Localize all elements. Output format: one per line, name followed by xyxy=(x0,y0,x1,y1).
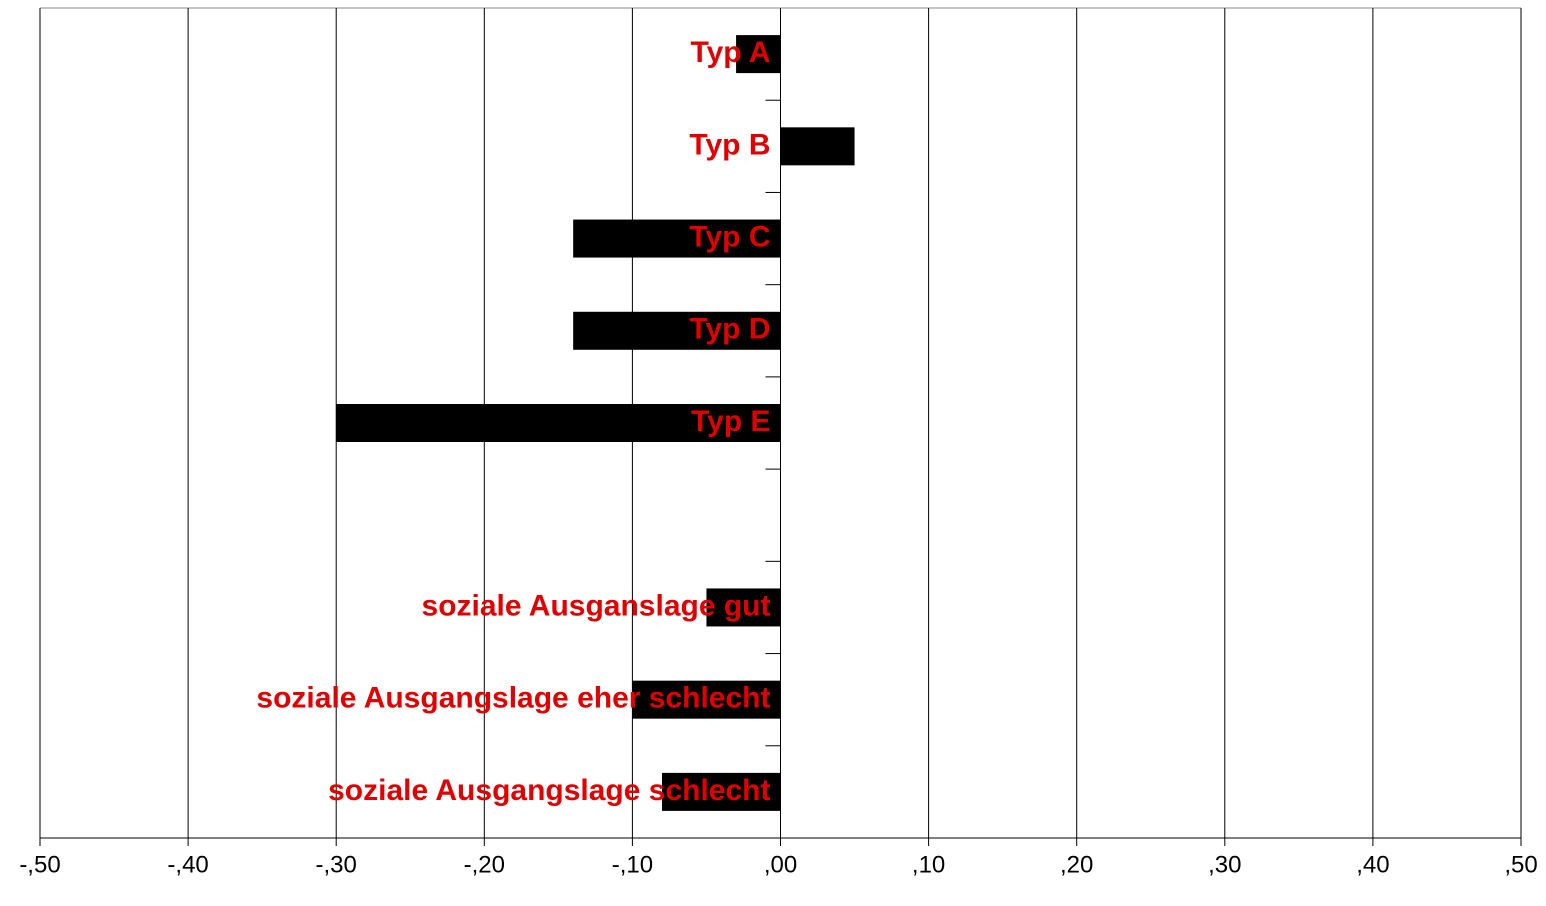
bar xyxy=(662,772,781,811)
x-tick-label: ,20 xyxy=(1060,851,1093,878)
category-label: soziale Ausganslage gut xyxy=(422,589,771,622)
x-tick-label: -,50 xyxy=(19,851,60,878)
bar xyxy=(336,404,781,442)
x-tick-label: -,30 xyxy=(316,851,357,878)
category-label: soziale Ausgangslage schlecht xyxy=(328,774,770,807)
x-tick-label: ,40 xyxy=(1356,851,1389,878)
bar xyxy=(632,680,781,719)
category-label: Typ E xyxy=(691,405,770,438)
category-label: Typ A xyxy=(691,36,771,69)
x-tick-label: ,00 xyxy=(764,851,797,878)
category-label: soziale Ausgangslage eher schlecht xyxy=(256,682,770,715)
category-label: Typ C xyxy=(689,220,770,253)
x-tick-label: ,30 xyxy=(1208,851,1241,878)
x-tick-label: -,20 xyxy=(464,851,505,878)
category-label: Typ D xyxy=(689,313,770,346)
bar xyxy=(780,127,855,166)
x-tick-label: ,10 xyxy=(912,851,945,878)
x-tick-label: -,10 xyxy=(612,851,653,878)
x-tick-label: ,50 xyxy=(1504,851,1537,878)
bar xyxy=(706,588,781,627)
x-tick-label: -,40 xyxy=(167,851,208,878)
category-label: Typ B xyxy=(689,128,770,161)
bar xyxy=(573,219,781,258)
bar xyxy=(736,35,781,74)
bar xyxy=(573,311,781,350)
